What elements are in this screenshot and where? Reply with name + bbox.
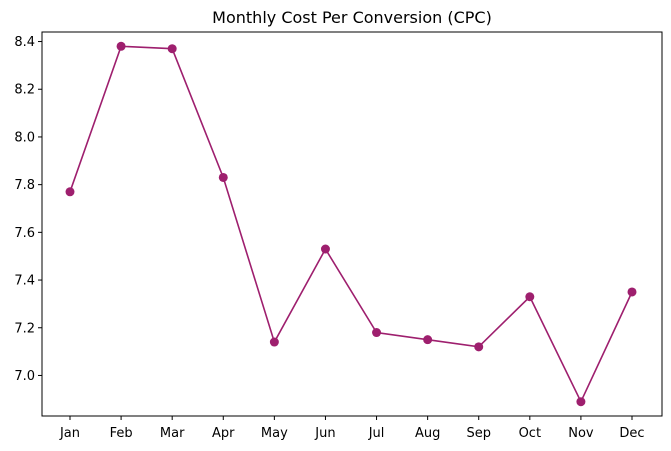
x-tick-label: Mar [160,426,185,441]
series-line [69,45,633,404]
x-tick-label: Dec [619,426,644,441]
data-point-nov [576,397,586,407]
chart-title: Monthly Cost Per Conversion (CPC) [212,8,492,27]
y-tick-label: 8.4 [14,35,35,50]
data-point-mar [167,44,177,54]
x-tick-label: Apr [212,426,235,441]
x-axis: Jan Feb Mar Apr May Jun Jul Aug Sep Oct Nov Dec [59,416,645,441]
y-tick-label: 8.0 [14,130,35,145]
y-tick-label: 8.2 [14,83,35,98]
series-layer [65,41,637,407]
y-tick-label: 7.2 [14,321,35,336]
x-tick-label: Jan [59,426,80,441]
data-point-sep [474,342,484,352]
data-point-aug [423,335,433,345]
y-tick-label: 7.8 [14,178,35,193]
y-axis: 7.0 7.2 7.4 7.6 7.8 8.0 8.2 8.4 [14,35,42,384]
y-tick-label: 7.4 [14,274,35,289]
data-point-apr [218,172,228,182]
data-point-oct [525,292,535,302]
data-point-jun [320,244,330,254]
plot-area-frame [41,31,663,417]
x-tick-label: Jul [368,426,385,441]
x-tick-label: Jun [314,426,335,441]
data-point-jul [372,328,382,338]
y-tick-label: 7.6 [14,226,35,241]
data-point-feb [116,41,126,51]
x-tick-label: May [261,426,288,441]
data-point-dec [627,287,637,297]
x-tick-label: Nov [568,426,594,441]
y-tick-label: 7.0 [14,369,35,384]
x-tick-label: Aug [415,426,440,441]
data-point-jan [65,187,75,197]
x-tick-label: Sep [466,426,491,441]
data-point-may [269,337,279,347]
x-tick-label: Feb [110,426,133,441]
x-tick-label: Oct [519,426,541,441]
